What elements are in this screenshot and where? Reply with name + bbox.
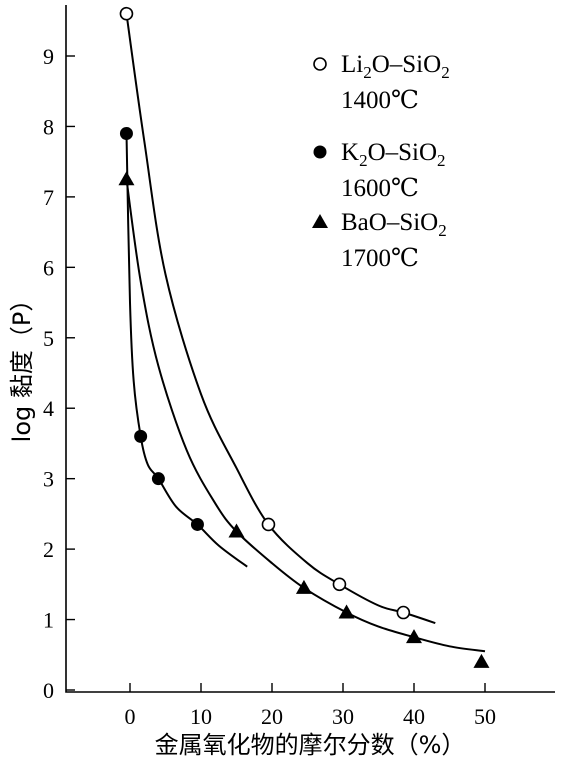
- legend-temperature-2: 1700℃: [341, 245, 419, 272]
- data-point: [332, 577, 347, 592]
- x-axis-label: 金属氧化物的摩尔分数（%）: [155, 731, 466, 759]
- axes: 0 1 2 3 4 5 6 7 8 9 0 10 20 30 40 50: [43, 5, 555, 729]
- legend-label-1: K2O–SiO2: [341, 139, 446, 170]
- data-point: [190, 517, 204, 531]
- y-tick-label: 1: [43, 608, 54, 633]
- data-point: [228, 523, 245, 538]
- data-point: [118, 171, 135, 186]
- legend-temperature-1: 1600℃: [341, 175, 419, 202]
- x-tick-label: 10: [190, 704, 212, 729]
- x-tick-label: 0: [125, 704, 136, 729]
- y-tick-label: 8: [43, 114, 54, 139]
- x-tick-label: 30: [332, 704, 354, 729]
- x-tick-label: 40: [403, 704, 425, 729]
- data-point: [119, 6, 134, 21]
- data-point: [473, 653, 490, 668]
- y-tick-label: 6: [43, 255, 54, 280]
- data-point: [406, 629, 422, 644]
- x-tick-label: 20: [261, 704, 283, 729]
- axes-frame: [65, 5, 555, 693]
- series-curve-2: [125, 179, 486, 653]
- y-axis-label: log 黏度（P）: [8, 288, 36, 443]
- data-point: [338, 604, 355, 619]
- y-tick-label: 0: [43, 678, 54, 703]
- data-point: [151, 472, 165, 486]
- legend-marker-1: [313, 145, 327, 159]
- y-tick-label: 7: [43, 185, 54, 210]
- data-point: [396, 605, 411, 620]
- data-point: [261, 517, 276, 532]
- x-tick-label: 50: [474, 704, 496, 729]
- data-point: [295, 579, 312, 594]
- y-tick-label: 4: [43, 396, 54, 421]
- legend-label-2: BaO–SiO2: [341, 209, 447, 240]
- data-point: [134, 429, 148, 443]
- y-tick-label: 9: [43, 44, 54, 69]
- series-curve-1: [125, 133, 248, 568]
- legend-marker-2: [312, 214, 328, 228]
- y-tick-label: 2: [43, 537, 54, 562]
- y-tick-label: 5: [43, 326, 54, 351]
- series-curve-0: [125, 13, 436, 625]
- data-markers: [118, 6, 490, 668]
- legend-temperature-0: 1400℃: [341, 87, 419, 114]
- legend-marker-0: [313, 57, 327, 71]
- series-curves: [125, 13, 486, 653]
- data-point: [119, 126, 133, 140]
- legend-label-0: Li2O–SiO2: [341, 51, 450, 82]
- y-tick-label: 3: [43, 467, 54, 492]
- legend: Li2O–SiO2 1400℃ K2O–SiO2 1600℃ BaO–SiO2 1700℃: [312, 51, 450, 272]
